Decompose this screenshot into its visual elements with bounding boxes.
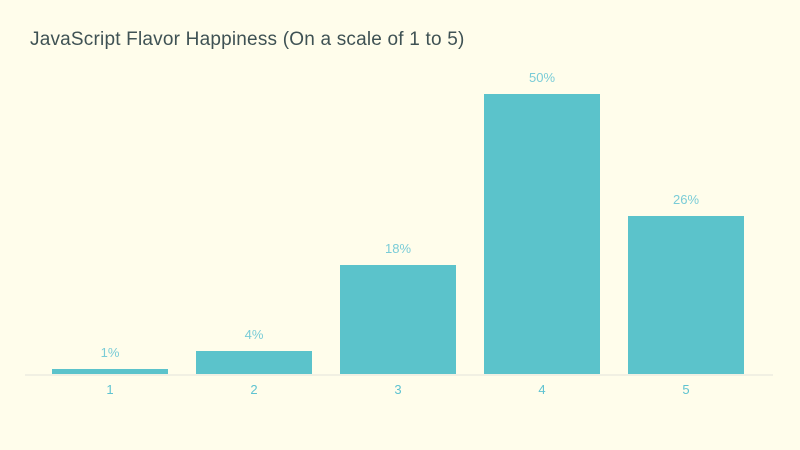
x-tick-label: 1 xyxy=(106,382,114,397)
x-tick-label: 2 xyxy=(250,382,258,397)
bar-group: 4% 2 xyxy=(182,70,326,397)
bar xyxy=(627,216,745,375)
bar-group: 18% 3 xyxy=(326,70,470,397)
bar xyxy=(339,265,457,375)
bar-value-label: 18% xyxy=(384,241,412,257)
bar xyxy=(195,350,313,375)
x-tick-label: 4 xyxy=(538,382,546,397)
bar-value-label: 50% xyxy=(528,70,556,85)
x-tick-label: 3 xyxy=(394,382,402,397)
bar xyxy=(483,94,601,375)
bar-value-label: 26% xyxy=(672,192,700,208)
x-tick-label: 5 xyxy=(682,382,690,397)
chart-title: JavaScript Flavor Happiness (On a scale … xyxy=(30,29,465,50)
plot-area: 1% 1 4% 2 18% 3 50% 4 26% 5 xyxy=(38,70,758,397)
bar-value-label: 4% xyxy=(244,326,264,342)
bar-group: 1% 1 xyxy=(38,70,182,397)
bar-group: 26% 5 xyxy=(614,70,758,397)
bar xyxy=(51,368,169,375)
bar-value-label: 1% xyxy=(100,344,120,360)
x-axis-line xyxy=(25,374,773,376)
bar-group: 50% 4 xyxy=(470,70,614,397)
